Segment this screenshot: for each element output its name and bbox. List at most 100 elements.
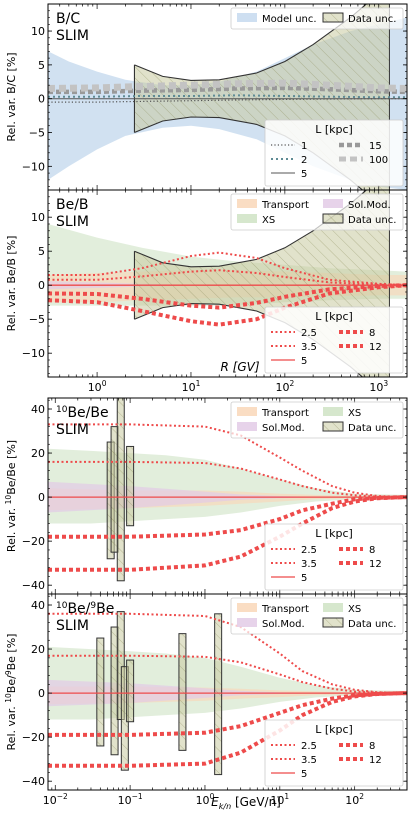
legend-label: Data unc.: [348, 423, 396, 434]
legend-lines: L [kpc] 2.5 8 3.5 12 5: [264, 523, 404, 591]
panel-be109: −40 −20 0 20 40 10−2 10−1 100 101 102 Rel. var. 10…: [4, 593, 408, 807]
x-tick-label: 10−2: [43, 792, 68, 807]
y-tick-label: 0: [38, 491, 45, 504]
x-tick-label: 100: [88, 379, 107, 394]
y-tick-label: 40: [31, 599, 45, 612]
y-tick-label: 5: [38, 245, 45, 258]
legend-swatch: [237, 13, 257, 22]
legend-box: [230, 7, 404, 30]
legend-label: Data unc.: [348, 215, 396, 226]
legend-label: Data unc.: [348, 619, 396, 630]
legend-bands: Transport Sol.Mod. XS Data unc.: [230, 193, 404, 231]
legend-label: Sol.Mod.: [262, 423, 305, 434]
legend-swatch: [322, 213, 344, 224]
legend-box: [230, 193, 404, 231]
legend-label: 8: [369, 545, 375, 556]
legend-title: L [kpc]: [315, 123, 353, 136]
legend-label: Sol.Mod.: [348, 200, 391, 211]
y-tick-label: 5: [38, 59, 45, 72]
legend-swatch: [237, 618, 257, 627]
y-axis-label: Rel. var. 10Be/9Be [%]: [4, 634, 18, 751]
legend-swatch: [237, 407, 257, 416]
x-tick-label: 101: [270, 792, 289, 807]
legend-box: [230, 597, 404, 635]
legend-lines: L [kpc] 2.5 8 3.5 12 5: [264, 306, 404, 374]
series-2.5: [48, 251, 407, 287]
legend-swatch: [237, 199, 257, 208]
x-tick-label: 102: [275, 379, 294, 394]
data-unc-upper-edge: [134, 190, 368, 268]
legend-box: [264, 719, 404, 787]
data-unc-box: [178, 633, 187, 751]
y-tick-label: −20: [22, 535, 45, 548]
panel-label-line: Be/B: [56, 197, 89, 213]
legend-swatch: [323, 603, 343, 612]
legend-label: 2.5: [301, 545, 317, 556]
panel-label-line: SLIM: [56, 214, 89, 230]
legend-label: 12: [369, 342, 382, 353]
y-tick-label: −5: [29, 313, 45, 326]
series-15: [48, 85, 407, 95]
y-tick-label: 20: [31, 447, 45, 460]
legend-label: XS: [348, 604, 361, 615]
legend-swatch: [322, 12, 344, 23]
legend-label: Transport: [261, 200, 309, 211]
legend-label: 100: [369, 155, 388, 166]
legend-label: XS: [262, 215, 275, 226]
plot-area: [48, 398, 407, 582]
panel-label-line: B/C: [56, 11, 80, 27]
series-8: [48, 691, 407, 737]
legend-swatch: [323, 199, 343, 208]
legend-label: 5: [301, 356, 307, 367]
bottom-x-axis-label: Ek/n [GeV/n]: [211, 795, 281, 811]
y-tick-label: −10: [22, 160, 45, 173]
legend-label: Data unc.: [348, 14, 396, 25]
series-2.5: [48, 423, 407, 499]
legend-swatch: [237, 214, 257, 223]
panel-label-line: 10Be/9Be: [56, 601, 114, 617]
x-tick-label: 102: [345, 792, 364, 807]
legend-label: 3.5: [301, 755, 317, 766]
x-tick-label: 101: [182, 379, 201, 394]
legend-swatch: [322, 421, 344, 432]
legend-lines: L [kpc] 1 15 2 100 5: [264, 119, 404, 187]
legend-label: 2.5: [301, 741, 317, 752]
legend-label: Sol.Mod.: [262, 619, 305, 630]
data-unc-box: [126, 445, 135, 527]
legend-label: 2: [301, 155, 307, 166]
data-unc-box: [116, 611, 125, 721]
series-12: [48, 495, 407, 572]
legend-lines: L [kpc] 2.5 8 3.5 12 5: [264, 719, 404, 787]
legend-bands: Model unc. Data unc.: [230, 7, 404, 30]
series-3.5: [48, 269, 407, 287]
legend-swatch: [323, 407, 343, 416]
legend-label: Transport: [261, 604, 309, 615]
x-tick-label: 10−1: [118, 792, 143, 807]
data-unc-box: [126, 659, 135, 723]
legend-label: 5: [301, 573, 307, 584]
y-tick-label: −40: [22, 579, 45, 592]
x-tick-label: 100: [196, 792, 215, 807]
legend-label: Transport: [261, 408, 309, 419]
legend-label: XS: [348, 408, 361, 419]
legend-swatch: [237, 603, 257, 612]
legend-swatch: [322, 617, 344, 628]
series-1: [48, 98, 407, 103]
x-tick-label: 103: [369, 379, 388, 394]
data-unc-box: [96, 637, 105, 747]
legend-label: Model unc.: [262, 14, 317, 25]
legend-label: 2.5: [301, 328, 317, 339]
y-tick-label: 10: [31, 211, 45, 224]
panel-label-line: SLIM: [56, 618, 89, 634]
panel-label-line: 10Be/Be: [56, 405, 109, 421]
legend-label: 8: [369, 328, 375, 339]
legend-bands: Transport XS Sol.Mod. Data unc.: [230, 401, 404, 439]
legend-title: L [kpc]: [315, 527, 353, 540]
legend-box: [264, 119, 404, 187]
